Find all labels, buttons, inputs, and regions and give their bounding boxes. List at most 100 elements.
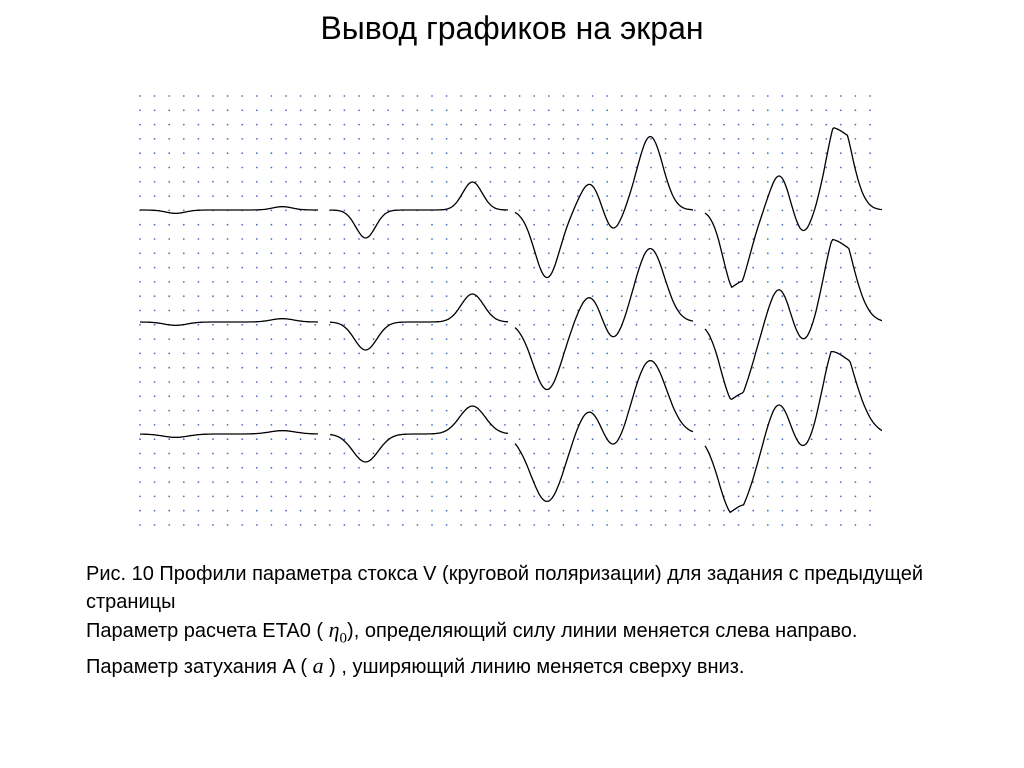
grid-dot	[139, 138, 141, 140]
grid-dot	[606, 495, 609, 498]
grid-dot	[810, 495, 813, 498]
grid-dot	[620, 109, 623, 112]
grid-dot	[212, 495, 214, 498]
grid-dot	[679, 481, 682, 483]
grid-dot	[606, 195, 609, 197]
grid-dot	[445, 123, 448, 126]
grid-dot	[825, 138, 828, 140]
grid-dot	[255, 466, 258, 469]
grid-dot	[693, 466, 696, 469]
grid-dot	[387, 466, 390, 469]
grid-dot	[854, 138, 857, 140]
grid-dot	[547, 138, 550, 140]
grid-dot	[270, 166, 273, 169]
grid-dot	[504, 109, 506, 112]
grid-dot	[182, 509, 185, 512]
grid-dot	[650, 309, 652, 312]
grid-dot	[328, 381, 331, 383]
grid-dot	[781, 123, 784, 126]
grid-dot	[766, 166, 769, 169]
grid-dot	[226, 381, 229, 383]
grid-dot	[168, 338, 171, 340]
grid-dot	[328, 424, 331, 426]
grid-dot	[226, 338, 229, 340]
grid-dot	[723, 95, 725, 97]
grid-dot	[547, 352, 550, 355]
grid-dot	[285, 166, 287, 169]
grid-dot	[401, 466, 404, 469]
dotted-grid	[139, 95, 871, 526]
grid-dot	[766, 123, 769, 126]
grid-dot	[562, 366, 565, 369]
grid-dot	[182, 452, 185, 455]
grid-dot	[460, 424, 463, 426]
grid-dot	[372, 409, 375, 412]
grid-dot	[212, 524, 214, 526]
grid-dot	[723, 138, 725, 140]
grid-dot	[650, 452, 652, 455]
grid-dot	[474, 281, 477, 283]
grid-dot	[825, 195, 828, 197]
grid-dot	[314, 495, 317, 498]
grid-dot	[562, 381, 565, 383]
grid-dot	[358, 252, 360, 255]
grid-dot	[182, 180, 185, 183]
grid-dot	[693, 295, 696, 298]
grid-dot	[416, 295, 419, 298]
grid-dot	[635, 338, 638, 340]
grid-dot	[416, 438, 419, 441]
grid-dot	[518, 381, 521, 383]
grid-dot	[577, 166, 579, 169]
grid-dot	[547, 395, 550, 398]
grid-dot	[153, 152, 156, 155]
grid-dot	[693, 95, 696, 97]
grid-dot	[489, 123, 492, 126]
grid-dot	[285, 209, 287, 212]
grid-dot	[854, 481, 857, 483]
grid-dot	[591, 195, 594, 197]
grid-dot	[358, 395, 360, 398]
grid-dot	[518, 481, 521, 483]
grid-dot	[328, 395, 331, 398]
grid-dot	[810, 238, 813, 240]
grid-dot	[445, 481, 448, 483]
grid-dot	[577, 438, 579, 441]
grid-dot	[153, 281, 156, 283]
caption-line-3: Параметр затухания A ( a ) , уширяющий л…	[86, 652, 966, 681]
grid-dot	[314, 352, 317, 355]
grid-dot	[489, 481, 492, 483]
grid-dot	[869, 295, 871, 298]
grid-dot	[212, 438, 214, 441]
grid-dot	[620, 95, 623, 97]
grid-dot	[358, 138, 360, 140]
grid-dot	[212, 180, 214, 183]
grid-dot	[372, 509, 375, 512]
grid-dot	[869, 323, 871, 326]
grid-dot	[416, 466, 419, 469]
grid-dot	[723, 438, 725, 441]
grid-dot	[285, 438, 287, 441]
grid-dot	[839, 180, 842, 183]
grid-dot	[723, 338, 725, 340]
grid-dot	[445, 395, 448, 398]
grid-dot	[679, 252, 682, 255]
grid-dot	[869, 352, 871, 355]
grid-dot	[401, 223, 404, 226]
grid-dot	[766, 252, 769, 255]
grid-dot	[781, 495, 784, 498]
grid-dot	[606, 223, 609, 226]
grid-dot	[650, 381, 652, 383]
grid-dot	[664, 452, 667, 455]
grid-dot	[533, 495, 536, 498]
grid-dot	[445, 323, 448, 326]
grid-dot	[723, 266, 725, 269]
grid-dot	[869, 281, 871, 283]
grid-dot	[620, 152, 623, 155]
grid-dot	[620, 381, 623, 383]
grid-dot	[693, 138, 696, 140]
grid-dot	[708, 152, 711, 155]
profile-curve-r3-c4	[704, 350, 882, 514]
grid-dot	[825, 509, 828, 512]
grid-dot	[591, 238, 594, 240]
grid-dot	[168, 252, 171, 255]
